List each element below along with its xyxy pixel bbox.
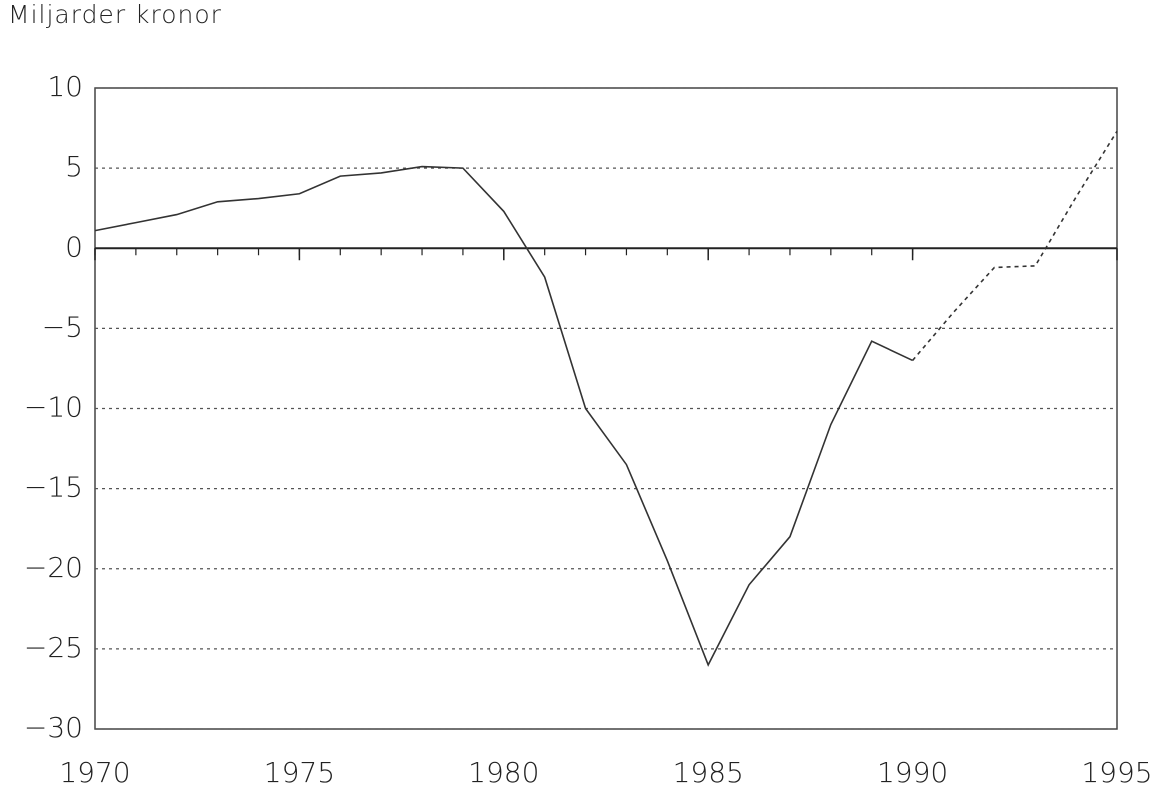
y-tick-label: 0 xyxy=(65,230,83,263)
data-line xyxy=(911,130,1118,361)
data-line xyxy=(94,165,913,667)
y-tick-label: −5 xyxy=(42,310,83,343)
x-tick-label: 1975 xyxy=(264,756,335,785)
y-tick-label: 10 xyxy=(47,70,83,103)
y-tick-label: −10 xyxy=(24,391,83,424)
y-tick-label: −15 xyxy=(24,471,83,504)
x-tick-label: 1970 xyxy=(59,756,130,785)
y-tick-label: −25 xyxy=(24,631,83,664)
y-tick-label: −30 xyxy=(24,711,83,744)
x-tick-label: 1980 xyxy=(468,756,539,785)
chart-title: Miljarder kronor xyxy=(8,0,222,29)
x-tick-label: 1990 xyxy=(877,756,948,785)
x-tick-label: 1995 xyxy=(1081,756,1152,785)
y-tick-label: −20 xyxy=(24,551,83,584)
y-tick-label: 5 xyxy=(65,150,83,183)
x-tick-label: 1985 xyxy=(673,756,744,785)
